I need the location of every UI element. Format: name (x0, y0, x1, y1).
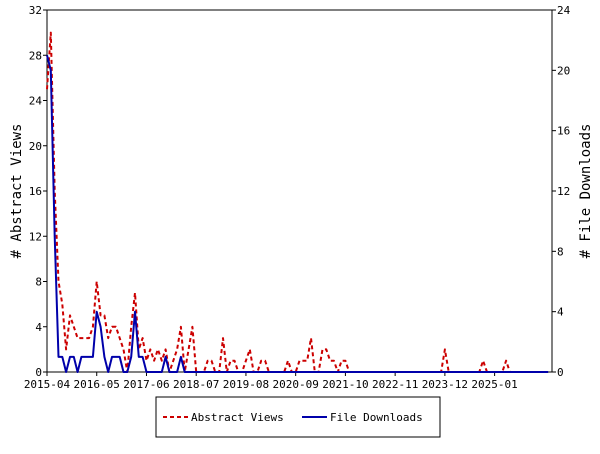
right-y-tick-label: 24 (557, 4, 571, 17)
left-y-tick-label: 12 (29, 230, 42, 243)
right-y-tick-label: 4 (557, 306, 564, 319)
left-y-tick-label: 20 (29, 140, 42, 153)
x-tick-label: 2025-01 (471, 378, 517, 391)
legend: Abstract Views File Downloads (155, 396, 441, 438)
left-y-tick-label: 8 (35, 276, 42, 289)
left-y-axis: 0 4 8 12 16 20 24 28 32 (29, 4, 47, 379)
legend-label-file-downloads: File Downloads (330, 411, 423, 424)
right-axis-title: # File Downloads (578, 124, 594, 259)
left-y-tick-label: 32 (29, 4, 42, 17)
legend-box (155, 396, 441, 438)
series-line-abstract-views (46, 31, 549, 373)
x-tick-label: 2021-10 (322, 378, 368, 391)
x-tick-label: 2015-04 (24, 378, 71, 391)
x-tick-label: 2019-08 (223, 378, 269, 391)
left-y-tick-label: 4 (35, 321, 42, 334)
right-y-tick-label: 20 (557, 64, 570, 77)
right-y-tick-label: 16 (557, 125, 570, 138)
x-tick-label: 2023-12 (422, 378, 468, 391)
left-y-tick-label: 16 (29, 185, 42, 198)
right-y-tick-label: 0 (557, 366, 564, 379)
series-line-file-downloads (46, 55, 549, 373)
x-tick-label: 2018-07 (173, 378, 219, 391)
plot-area (46, 9, 553, 373)
left-axis-title: # Abstract Views (9, 124, 25, 259)
left-y-tick-label: 28 (29, 49, 42, 62)
left-y-tick-label: 24 (29, 95, 43, 108)
x-tick-label: 2020-09 (272, 378, 318, 391)
series-layer (46, 31, 549, 373)
left-y-tick-label: 0 (35, 366, 42, 379)
x-tick-label: 2022-11 (372, 378, 418, 391)
right-y-tick-label: 8 (557, 245, 564, 258)
right-y-axis: 0 4 8 12 16 20 24 (552, 4, 571, 379)
x-tick-label: 2016-05 (74, 378, 120, 391)
legend-label-abstract-views: Abstract Views (191, 411, 284, 424)
x-tick-label: 2017-06 (123, 378, 169, 391)
right-y-tick-label: 12 (557, 185, 570, 198)
x-axis: 2015-04 2016-05 2017-06 2018-07 2019-08 2020-… (24, 372, 518, 391)
